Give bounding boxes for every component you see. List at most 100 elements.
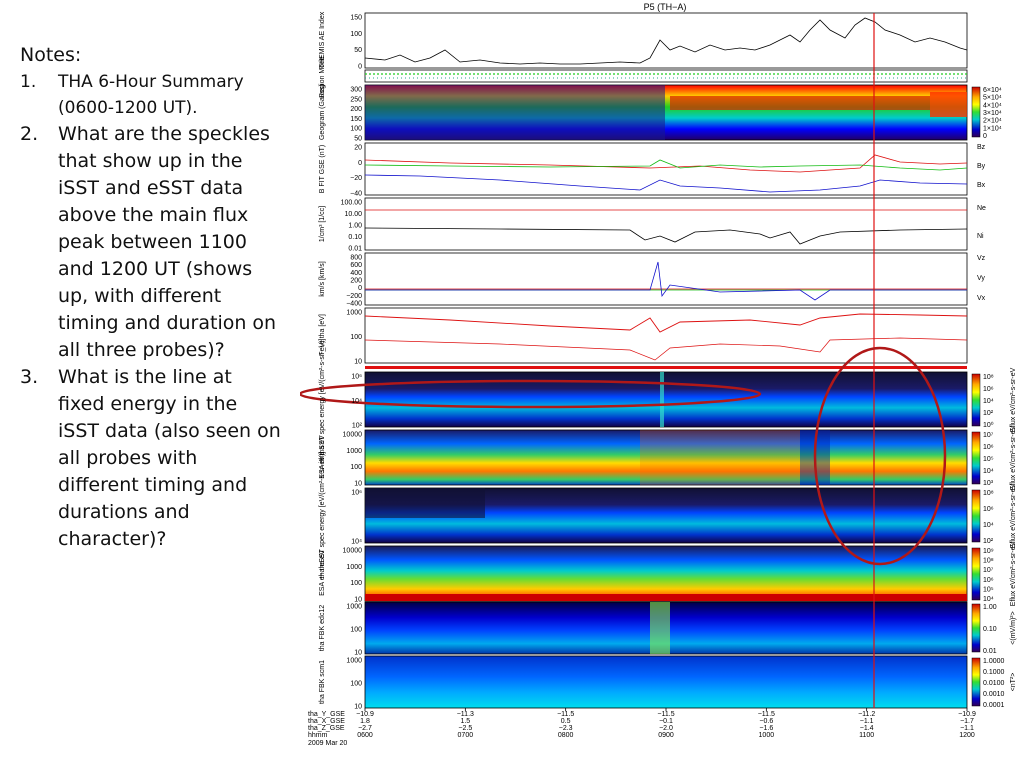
ytick-label: 400 (350, 270, 362, 277)
ytick-label: −200 (346, 293, 362, 300)
ytick-label: 1000 (346, 564, 362, 571)
colorbar-tick-label: 10⁷ (983, 567, 994, 574)
ylabel-geogram: Geogram (Gauss) (319, 84, 326, 140)
note-text: THA 6-Hour Summary (0600-1200 UT). (58, 72, 244, 118)
ytick-label: −400 (346, 301, 362, 308)
xrow-label-x: tha_X_GSE (308, 718, 345, 725)
xaxis-tick-label: −11.2 (858, 711, 875, 718)
colorbar-fbk-edc12 (971, 603, 981, 653)
ylabel-bfield: B FIT GSE (nT) (319, 145, 326, 194)
ae-trace (364, 17, 968, 65)
xaxis-tick-label: 0600 (357, 732, 373, 739)
colorbar-esa-ions (971, 431, 981, 485)
colorbar-tick-label: 6×10⁴ (983, 87, 1002, 94)
legend-density: Ne Ni (977, 205, 986, 240)
panel-geogram (364, 84, 968, 141)
colorbar-tick-label: 10² (983, 410, 994, 417)
ytick-label: 100 (350, 681, 362, 688)
xaxis-tick-label: −1.4 (860, 725, 874, 732)
ytick-label: 0 (358, 160, 362, 167)
ytick-label: 100 (350, 334, 362, 341)
xaxis-tick-label: 0900 (658, 732, 674, 739)
ytick-label: 10000 (343, 432, 363, 439)
note-text: What is the line at fixed energy in the … (58, 366, 281, 550)
colorbar-tick-label: 4×10⁴ (983, 102, 1002, 109)
ytick-label: 250 (350, 96, 362, 103)
colorbar-tick-label: 0.0100 (983, 680, 1005, 687)
ytick-label: 10⁶ (351, 490, 362, 497)
panel-fbk-scm1 (364, 655, 968, 709)
legend-velocity: Vz Vy Vx (977, 255, 986, 302)
legend-vy: Vy (977, 275, 985, 282)
xaxis-tick-label: 1100 (859, 732, 874, 739)
ylabel-esa-electrons: ESA e− tha eV (319, 550, 326, 596)
colorbar-tick-label: 0.1000 (983, 669, 1005, 676)
xrow-label-z: tha_Z_GSE (308, 725, 345, 732)
panel-density (364, 197, 968, 251)
xaxis-tick-label: 1.5 (460, 718, 470, 725)
xaxis-tick-label: −2.7 (358, 725, 372, 732)
colorbar-tick-label: 10⁵ (983, 456, 994, 463)
colorbar-unit-label: Eflux eV/cm²-s-sr-eV (1010, 483, 1017, 548)
legend-bx: Bx (977, 182, 986, 189)
ylabel-velocity: km/s [km/s] (319, 261, 326, 296)
xaxis-tick-label: −1.7 (960, 718, 974, 725)
ytick-label: 10² (352, 423, 363, 430)
ylabel-fbk-scm1: tha FBK scm1 (319, 660, 326, 704)
notes-heading: Notes: (20, 44, 82, 66)
colorbar-unit-label: Eflux eV/cm²-s-sr-eV (1010, 425, 1017, 490)
panel-esst (364, 487, 968, 544)
ytick-label: 800 (350, 255, 362, 262)
ylabel-region: Region Mode (319, 56, 326, 98)
colorbar-tick-label: 2×10⁴ (983, 118, 1002, 125)
xaxis-tick-label: 0700 (458, 732, 474, 739)
colorbar-tick-label: 10⁸ (983, 558, 994, 565)
legend-bfield: Bz By Bx (977, 144, 986, 189)
colorbar-unit-label: <(mV/m)²> (1010, 611, 1017, 644)
ytick-label: 100 (350, 580, 362, 587)
ytick-label: −20 (350, 175, 362, 182)
panel-region-mode (364, 69, 968, 83)
note-item-1: 1. THA 6-Hour Summary (0600-1200 UT). (20, 69, 282, 121)
separator-strip (365, 366, 967, 369)
xrow-label-y: tha_Y_GSE (308, 711, 345, 718)
xaxis-tick-label: −0.1 (659, 718, 673, 725)
colorbar-tick-label: 3×10⁴ (983, 110, 1002, 117)
colorbar-tick-label: 1×10⁴ (983, 125, 1002, 132)
colorbar-tick-label: 0.0001 (983, 702, 1005, 709)
ytick-label: 10⁴ (351, 539, 362, 546)
ytick-label: 50 (354, 47, 362, 54)
colorbar-geogram (971, 86, 981, 138)
ytick-label: 10 (354, 704, 362, 711)
xaxis-tick-label: −1.1 (960, 725, 974, 732)
ytick-label: 1000 (346, 448, 362, 455)
ytick-label: 600 (350, 262, 362, 269)
ytick-label: 0 (358, 64, 362, 71)
note-number: 1. (20, 72, 37, 92)
ylabel-isst: tha SST spec energy [eV/(cm²-s-sr-eV)] (319, 339, 326, 462)
ytick-label: 100 (350, 464, 362, 471)
note-item-2: 2. What are the speckles that show up in… (20, 121, 282, 364)
ytick-label: 200 (350, 106, 362, 113)
legend-vz: Vz (977, 255, 986, 262)
ytick-label: 100.00 (341, 200, 363, 207)
colorbar-tick-label: 1.00 (983, 604, 997, 611)
ytick-label: −40 (350, 191, 362, 198)
ytick-label: 100 (350, 31, 362, 38)
ytick-label: 1000 (346, 658, 362, 665)
colorbar-tick-label: 0.10 (983, 626, 997, 633)
panel-isst (364, 371, 968, 428)
colorbar-unit-label: Eflux eV/cm²-s-sr-eV (1010, 367, 1017, 432)
xaxis-tick-label: 0.5 (561, 718, 571, 725)
ytick-label: 100 (350, 126, 362, 133)
colorbar-tick-label: 0 (983, 133, 987, 140)
notes-panel: Notes: 1. THA 6-Hour Summary (0600-1200 … (20, 42, 282, 553)
xaxis-tick-label: −10.9 (958, 711, 976, 718)
note-item-3: 3. What is the line at fixed energy in t… (20, 364, 282, 553)
summary-plot: P5 (TH−A) (300, 2, 1017, 747)
colorbar-tick-label: 10⁸ (983, 490, 994, 497)
ytick-label: 150 (350, 15, 362, 22)
panel-bfield (364, 142, 968, 196)
ylabel-density: 1/cm³ [1/cc] (319, 206, 326, 242)
